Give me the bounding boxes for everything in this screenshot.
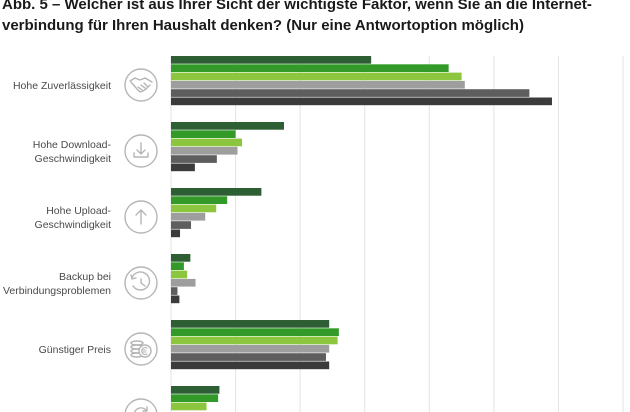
category-label: Günstiger Preis bbox=[39, 344, 111, 356]
category-label: Hohe Download- bbox=[33, 139, 112, 151]
bar bbox=[171, 295, 180, 304]
bar bbox=[171, 163, 195, 172]
bar bbox=[171, 122, 284, 130]
bar bbox=[171, 188, 262, 196]
bar bbox=[171, 254, 191, 262]
bar bbox=[171, 262, 184, 270]
bar bbox=[171, 278, 196, 287]
category-icons bbox=[124, 68, 158, 412]
handshake-icon bbox=[124, 68, 158, 102]
bar bbox=[171, 146, 238, 155]
refresh-icon bbox=[124, 398, 158, 412]
bar bbox=[171, 328, 339, 336]
category-label: Geschwindigkeit bbox=[35, 219, 112, 231]
category-label: Hohe Upload- bbox=[46, 205, 111, 217]
category-labels: Hohe Zuverlässigkeit Hohe Download- Geschw… bbox=[3, 80, 111, 412]
category-label: Geschwindigkeit bbox=[35, 153, 112, 165]
bar bbox=[171, 402, 207, 411]
bar bbox=[171, 320, 330, 328]
bar bbox=[171, 229, 181, 238]
bar bbox=[171, 72, 462, 81]
bar bbox=[171, 196, 228, 204]
gridlines bbox=[170, 56, 624, 412]
bar bbox=[171, 212, 206, 221]
bar bbox=[171, 138, 243, 147]
upload-icon bbox=[124, 200, 158, 234]
chart-title: Abb. 5 – Welcher ist aus Ihrer Sicht der… bbox=[2, 0, 592, 34]
bar bbox=[171, 336, 338, 345]
bar bbox=[171, 344, 330, 353]
bar bbox=[171, 64, 449, 72]
bars bbox=[171, 56, 552, 411]
bar bbox=[171, 130, 236, 138]
bar bbox=[171, 97, 552, 106]
category-label: Hohe Zuverlässigkeit bbox=[13, 80, 111, 92]
bar bbox=[171, 89, 530, 97]
category-label: Kompetenter bbox=[51, 410, 112, 412]
bar bbox=[171, 270, 188, 279]
bar bbox=[171, 394, 219, 402]
coins-euro-icon bbox=[124, 332, 158, 366]
bar bbox=[171, 80, 465, 89]
category-label: Verbindungsproblemen bbox=[3, 285, 111, 297]
category-label: Backup bei bbox=[59, 271, 111, 283]
bar bbox=[171, 361, 330, 370]
bar bbox=[171, 386, 220, 394]
bar bbox=[171, 221, 192, 229]
download-icon bbox=[124, 134, 158, 168]
bar bbox=[171, 287, 178, 295]
clock-refresh-icon bbox=[124, 266, 158, 300]
bar bbox=[171, 155, 217, 163]
bar bbox=[171, 204, 217, 213]
bar bbox=[171, 56, 372, 64]
bar bbox=[171, 353, 326, 361]
